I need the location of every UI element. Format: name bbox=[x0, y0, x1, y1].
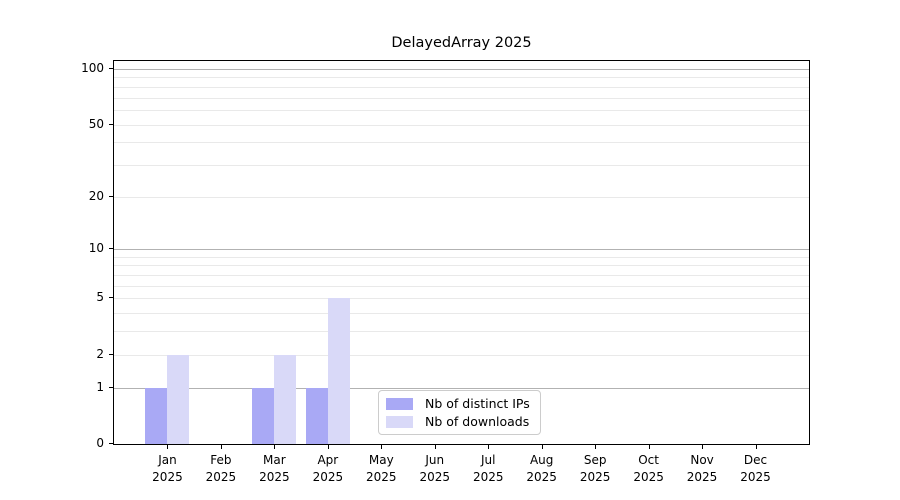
x-tick bbox=[327, 445, 329, 449]
x-tick-label: Jul 2025 bbox=[472, 453, 504, 484]
legend-label-distinct-ips: Nb of distinct IPs bbox=[425, 396, 530, 411]
y-tick-label: 50 bbox=[88, 116, 104, 131]
bar-nb-of-downloads bbox=[167, 354, 190, 444]
gridline-20 bbox=[114, 196, 809, 198]
y-tick bbox=[109, 195, 113, 197]
x-tick-label: Oct 2025 bbox=[633, 453, 664, 484]
y-tick bbox=[109, 68, 113, 69]
legend-swatch-downloads bbox=[386, 415, 413, 428]
x-tick bbox=[434, 445, 436, 449]
gridline-minor bbox=[114, 86, 809, 88]
gridline-minor bbox=[114, 256, 809, 258]
x-tick-label: Aug 2025 bbox=[526, 453, 557, 484]
gridline-minor bbox=[114, 331, 809, 333]
gridline-minor bbox=[114, 285, 809, 287]
x-tick-label: Sep 2025 bbox=[579, 453, 611, 484]
gridline-5 bbox=[114, 298, 809, 300]
y-tick bbox=[109, 123, 113, 125]
legend-item-distinct-ips: Nb of distinct IPs bbox=[386, 396, 530, 411]
x-tick bbox=[541, 445, 543, 449]
gridline-1 bbox=[114, 387, 809, 389]
x-tick bbox=[595, 445, 597, 449]
y-tick-label: 100 bbox=[81, 61, 104, 75]
legend-label-downloads: Nb of downloads bbox=[425, 414, 530, 429]
y-tick bbox=[109, 443, 113, 444]
bar-nb-of-distinct-ips bbox=[252, 387, 275, 444]
y-tick-label: 0 bbox=[96, 436, 104, 450]
legend-item-downloads: Nb of downloads bbox=[386, 414, 530, 429]
gridline-minor bbox=[114, 265, 809, 267]
bar-nb-of-distinct-ips bbox=[145, 387, 168, 444]
y-tick bbox=[109, 353, 113, 355]
plot-area bbox=[113, 60, 810, 445]
legend-swatch-distinct-ips bbox=[386, 397, 413, 410]
gridline-minor bbox=[114, 109, 809, 111]
gridline-2 bbox=[114, 354, 809, 356]
x-tick-label: Mar 2025 bbox=[259, 453, 290, 484]
y-tick-label: 10 bbox=[88, 241, 104, 256]
gridline-100 bbox=[114, 69, 809, 70]
x-tick-label: Jan 2025 bbox=[152, 453, 183, 484]
x-tick-label: Feb 2025 bbox=[205, 453, 237, 484]
bar-nb-of-distinct-ips bbox=[305, 387, 328, 444]
y-tick bbox=[109, 297, 113, 299]
chart-title: DelayedArray 2025 bbox=[391, 35, 532, 51]
x-tick-label: May 2025 bbox=[366, 453, 397, 484]
gridline-minor bbox=[114, 77, 809, 79]
y-tick bbox=[109, 386, 113, 388]
gridline-minor bbox=[114, 313, 809, 315]
x-tick bbox=[220, 445, 222, 449]
x-tick bbox=[167, 445, 169, 449]
gridline-50 bbox=[114, 124, 809, 126]
y-tick-label: 2 bbox=[96, 346, 104, 361]
x-tick-label: Nov 2025 bbox=[686, 453, 718, 484]
x-tick bbox=[274, 445, 276, 449]
x-tick bbox=[488, 445, 490, 449]
bar-nb-of-downloads bbox=[274, 354, 297, 444]
x-tick-label: Jun 2025 bbox=[419, 453, 451, 484]
gridline-minor bbox=[114, 142, 809, 144]
x-tick bbox=[381, 445, 383, 449]
x-tick bbox=[702, 445, 704, 449]
x-tick-label: Apr 2025 bbox=[312, 453, 344, 484]
x-tick-label: Dec 2025 bbox=[740, 453, 771, 484]
gridline-minor bbox=[114, 275, 809, 277]
bar-nb-of-downloads bbox=[327, 298, 350, 444]
gridline-10 bbox=[114, 249, 809, 251]
gridline-minor bbox=[114, 164, 809, 166]
gridline-minor bbox=[114, 97, 809, 99]
y-tick-label: 1 bbox=[96, 379, 104, 394]
legend: Nb of distinct IPs Nb of downloads bbox=[378, 390, 541, 435]
plot-inner bbox=[114, 61, 809, 444]
y-tick-label: 20 bbox=[88, 188, 104, 203]
x-tick bbox=[648, 445, 650, 449]
x-tick bbox=[755, 445, 757, 449]
y-tick-label: 5 bbox=[96, 290, 104, 305]
y-tick bbox=[109, 248, 113, 250]
